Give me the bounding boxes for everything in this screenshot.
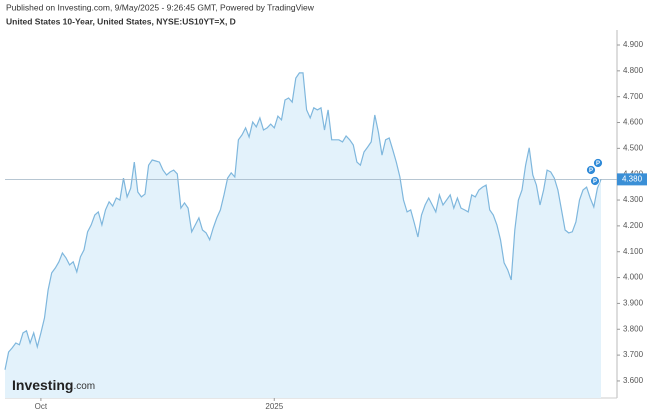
published-note: Published on Investing.com, 9/May/2025 -… [6,2,315,12]
last-price-label: 4.380 [622,174,643,183]
area-fill [5,72,601,399]
y-tick-label: 3.700 [623,350,644,359]
event-marker [590,176,600,186]
y-tick-label: 4.200 [623,221,644,230]
y-tick-label: 4.700 [623,92,644,101]
symbol-title: United States 10-Year, United States, NY… [6,16,236,26]
y-tick-label: 4.100 [623,247,644,256]
event-marker [593,158,603,168]
y-tick-label: 4.300 [623,195,644,204]
y-tick-label: 3.900 [623,299,644,308]
y-tick-label: 4.900 [623,40,644,49]
y-tick-label: 3.800 [623,324,644,333]
logo-suffix: .com [73,381,95,392]
logo-main: Investing [12,377,73,393]
event-marker [586,165,596,175]
event-marker-label: P [593,179,597,185]
last-price-box [617,173,647,186]
y-tick-label: 4.500 [623,143,644,152]
logo: Investing.com [12,377,95,393]
y-tick-label: 4.600 [623,118,644,127]
y-tick-label: 3.600 [623,376,644,385]
y-tick-label: 4.000 [623,273,644,282]
event-marker-label: P [596,161,600,167]
price-line-series [4,72,602,370]
event-marker-label: P [589,168,593,174]
x-tick-label: Oct [35,402,48,411]
x-tick-label: 2025 [265,402,283,411]
y-tick-label: 4.800 [623,66,644,75]
